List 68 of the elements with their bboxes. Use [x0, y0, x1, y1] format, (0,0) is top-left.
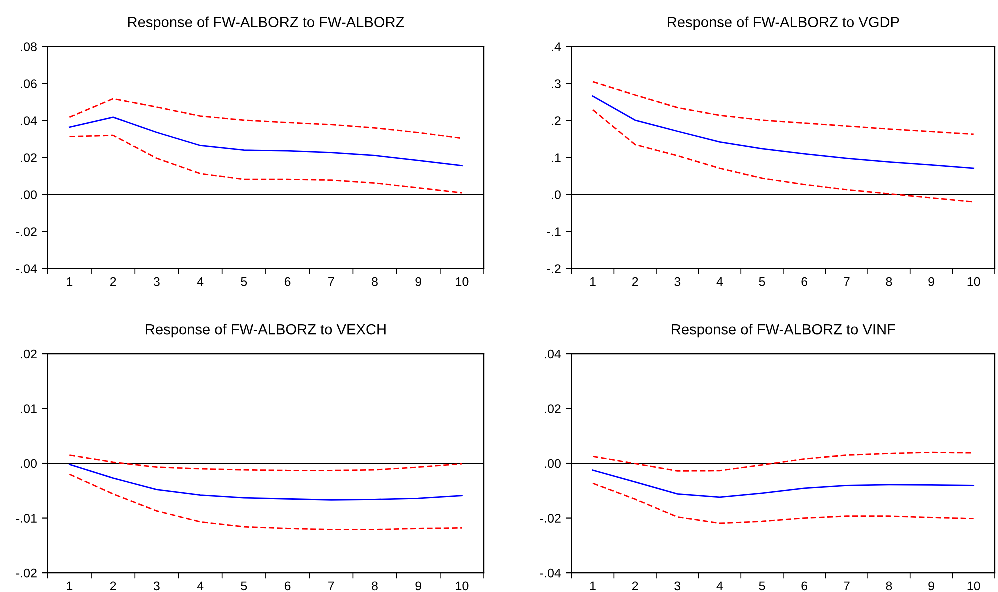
x-tick-label: 8	[886, 277, 892, 286]
x-tick-label: 9	[416, 582, 422, 591]
chart-title: Response of FW-ALBORZ to VEXCH	[146, 324, 386, 338]
x-tick-label: 5	[241, 582, 248, 591]
x-tick-label: 2	[110, 277, 116, 286]
x-tick-label: 7	[328, 278, 334, 286]
x-tick-label: 10	[456, 277, 469, 286]
x-tick-label: 6	[284, 277, 291, 286]
y-tick-label: -.1	[547, 228, 561, 236]
x-tick-label: 7	[328, 582, 334, 590]
y-tick-label: -.02	[16, 228, 37, 236]
x-tick-label: 1	[590, 582, 596, 590]
x-tick-label: 10	[456, 582, 469, 591]
y-tick-label: .00	[21, 190, 37, 200]
x-tick-label: 9	[928, 582, 934, 591]
y-tick-label: .00	[21, 459, 37, 468]
x-tick-label: 4	[197, 582, 204, 590]
x-tick-label: 9	[928, 277, 934, 286]
x-tick-label: 4	[197, 278, 204, 286]
x-tick-label: 10	[968, 277, 980, 286]
y-tick-label: .04	[21, 116, 38, 126]
y-tick-label: -.2	[547, 264, 561, 274]
y-tick-label: .01	[21, 404, 37, 414]
y-tick-label: .02	[545, 404, 561, 414]
y-tick-label: -.04	[16, 264, 38, 274]
y-tick-label: .1	[552, 154, 561, 162]
x-tick-label: 2	[632, 277, 638, 286]
y-tick-label: .00	[545, 459, 561, 468]
y-tick-label: -.01	[16, 514, 37, 523]
y-tick-label: .4	[552, 42, 562, 52]
y-tick-label: .06	[21, 80, 37, 88]
y-tick-label: .02	[21, 350, 37, 359]
chart-title: Response of FW-ALBORZ to VGDP	[668, 16, 900, 30]
chart-title: Response of FW-ALBORZ to FW-ALBORZ	[128, 16, 404, 30]
x-tick-label: 9	[416, 277, 422, 286]
x-tick-label: 4	[716, 582, 724, 590]
y-tick-label: .08	[21, 42, 37, 52]
x-tick-label: 1	[67, 278, 73, 286]
x-tick-label: 3	[154, 582, 160, 591]
x-tick-label: 5	[759, 278, 766, 286]
y-tick-label: .3	[552, 80, 561, 88]
x-tick-label: 3	[674, 277, 681, 286]
x-tick-label: 2	[110, 582, 116, 590]
x-tick-label: 6	[802, 277, 808, 286]
x-tick-label: 6	[284, 582, 291, 591]
x-tick-label: 3	[154, 277, 160, 286]
x-tick-label: 2	[632, 582, 638, 590]
chart-title: Response of FW-ALBORZ to VINF	[672, 324, 896, 338]
y-tick-label: -.04	[540, 568, 562, 578]
x-tick-label: 3	[674, 582, 681, 591]
x-tick-label: 8	[372, 582, 378, 591]
y-tick-label: -.02	[16, 568, 37, 578]
x-tick-label: 8	[886, 582, 892, 591]
y-tick-label: .02	[21, 154, 37, 162]
x-tick-label: 6	[802, 582, 808, 591]
x-tick-label: 7	[844, 582, 850, 590]
x-tick-label: 4	[716, 278, 724, 286]
x-tick-label: 7	[844, 278, 850, 286]
x-tick-label: 5	[759, 582, 766, 591]
y-tick-label: .04	[545, 350, 562, 359]
y-tick-label: -.02	[540, 514, 561, 523]
y-tick-label: .2	[552, 116, 561, 126]
x-tick-label: 8	[372, 277, 378, 286]
x-tick-label: 5	[241, 278, 248, 286]
x-tick-label: 10	[968, 582, 980, 591]
y-tick-label: .0	[552, 190, 561, 200]
x-tick-label: 1	[590, 278, 596, 286]
x-tick-label: 1	[67, 582, 73, 590]
